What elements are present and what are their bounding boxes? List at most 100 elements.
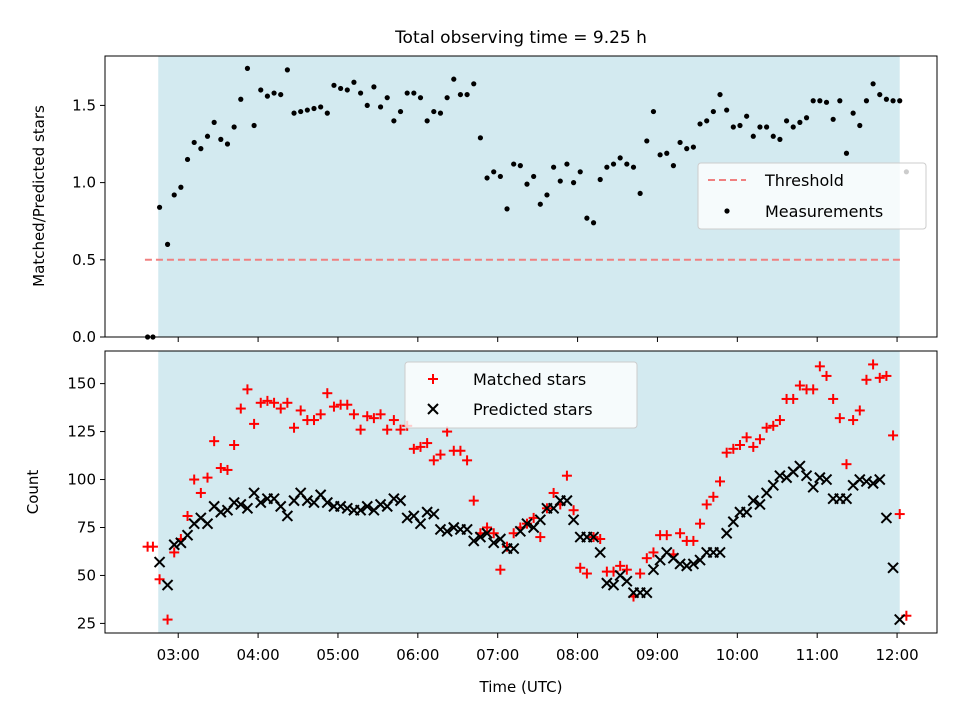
matched-point-105	[841, 459, 852, 470]
bottom-y-tick-label-5: 150	[67, 375, 96, 393]
predicted-point-90	[754, 498, 766, 511]
matched-point-53	[495, 564, 506, 575]
measurement-point-40	[411, 90, 417, 96]
measurement-point-38	[397, 108, 404, 115]
predicted-point-13	[241, 502, 254, 515]
matched-point-10	[209, 436, 220, 447]
predicted-point-35	[388, 493, 400, 505]
top-y-tick-label-3: 1.5	[72, 96, 96, 114]
top-axis-ticks: 0.0 0.5 1.0 1.5	[72, 96, 898, 346]
matched-point-8	[195, 487, 206, 498]
measurement-point-112	[890, 98, 896, 104]
measurement-point-85	[710, 108, 716, 115]
measurement-point-20	[278, 91, 284, 98]
matched-point-31	[348, 409, 359, 420]
predicted-point-42	[434, 523, 447, 536]
predicted-point-109	[880, 512, 893, 524]
matched-point-41	[415, 441, 426, 452]
measurement-point-49	[471, 81, 477, 87]
measurement-point-110	[877, 91, 883, 98]
measurement-point-106	[850, 110, 856, 116]
measurement-point-37	[391, 118, 397, 124]
predicted-point-98	[807, 481, 819, 493]
measurement-point-2	[156, 204, 163, 210]
matched-point-61	[548, 487, 559, 498]
measurement-point-19	[271, 90, 277, 96]
measurement-point-46	[451, 76, 457, 82]
x-tick-label-4: 07:00	[476, 646, 519, 664]
measurement-point-7	[191, 139, 197, 146]
top-y-tick-label-2: 1.0	[72, 174, 96, 192]
matched-point-23	[295, 405, 306, 416]
measurement-point-11	[218, 136, 224, 142]
x-axis-label: Time (UTC)	[479, 678, 563, 696]
matched-point-102	[821, 370, 832, 381]
matched-point-101	[814, 361, 825, 372]
predicted-point-84	[714, 546, 726, 559]
measurement-point-44	[437, 110, 444, 116]
top-panel-frame	[104, 55, 938, 338]
bottom-axis-ticks: 03:00 04:00 05:00 06:00 07:00 08:00 09:00 10:00…	[67, 375, 918, 664]
predicted-point-12	[235, 498, 247, 511]
matched-point-113	[894, 509, 905, 520]
top-legend-box	[697, 162, 927, 230]
predicted-point-48	[474, 531, 487, 543]
matched-point-87	[721, 447, 732, 458]
predicted-point-40	[421, 506, 433, 518]
matched-point-82	[688, 535, 699, 546]
measurement-point-42	[424, 118, 430, 124]
predicted-point-103	[840, 493, 853, 505]
matched-point-93	[761, 422, 772, 433]
predicted-point-86	[727, 516, 740, 528]
matched-point-27	[322, 388, 333, 399]
predicted-point-110	[887, 562, 899, 574]
predicted-point-1	[161, 579, 174, 591]
measurement-point-81	[684, 146, 690, 152]
measurement-point-6	[184, 156, 191, 163]
measurement-point-82	[690, 144, 696, 150]
measurement-point-80	[677, 139, 683, 146]
predicted-point-11	[228, 496, 240, 509]
matched-point-63	[561, 470, 572, 481]
predicted-point-31	[361, 500, 373, 513]
predicted-point-57	[534, 514, 547, 526]
measurement-point-12	[224, 141, 231, 147]
measurement-point-29	[338, 85, 344, 92]
matched-point-88	[728, 443, 739, 454]
predicted-point-27	[334, 500, 347, 513]
predicted-point-65	[587, 531, 600, 543]
top-legend: Threshold Measurements	[697, 162, 927, 230]
measurement-point-16	[251, 122, 257, 129]
bottom-y-tick-label-0: 25	[77, 614, 96, 632]
measurement-point-34	[371, 84, 377, 90]
matched-point-38	[395, 424, 406, 435]
predicted-point-19	[281, 510, 294, 522]
predicted-point-18	[275, 500, 287, 513]
measurement-point-30	[344, 87, 350, 93]
measurement-point-88	[730, 124, 736, 130]
measurement-point-95	[777, 136, 783, 142]
measurement-point-66	[584, 215, 590, 221]
x-tick-label-9: 12:00	[875, 646, 918, 664]
predicted-point-66	[594, 546, 606, 559]
predicted-point-97	[800, 469, 813, 482]
measurement-point-83	[697, 121, 703, 127]
bottom-panel: 03:00 04:00 05:00 06:00 07:00 08:00 09:00 10:00…	[24, 350, 938, 696]
predicted-point-88	[740, 506, 753, 518]
measurement-point-24	[304, 107, 310, 113]
measurement-point-79	[670, 163, 677, 169]
matched-point-80	[675, 528, 686, 539]
matched-point-34	[368, 413, 379, 424]
matched-point-2	[154, 574, 165, 585]
predicted-point-55	[521, 517, 533, 530]
measurement-point-56	[517, 163, 523, 169]
matched-point-4	[169, 547, 180, 558]
measurement-point-72	[624, 161, 630, 167]
measurement-point-32	[357, 90, 364, 96]
matched-point-94	[768, 420, 779, 431]
predicted-point-92	[767, 479, 779, 491]
measurement-point-107	[857, 122, 863, 129]
measurement-point-76	[650, 108, 657, 115]
measurement-point-9	[204, 133, 211, 139]
measurement-point-55	[511, 161, 517, 167]
